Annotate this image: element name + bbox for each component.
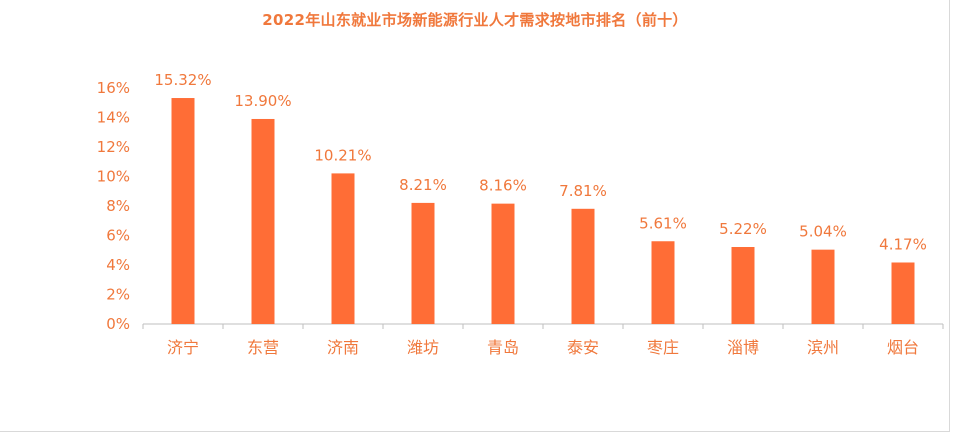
data-label: 4.17% <box>879 235 927 253</box>
y-tick-label: 10% <box>97 168 130 186</box>
data-label: 5.22% <box>719 220 767 238</box>
data-label: 7.81% <box>559 182 607 200</box>
category-label: 东营 <box>247 338 279 357</box>
data-label: 13.90% <box>234 92 291 110</box>
category-label: 济宁 <box>167 338 199 357</box>
bar-10 <box>891 262 915 324</box>
category-label: 淄博 <box>727 338 759 357</box>
category-label: 潍坊 <box>407 338 439 357</box>
bar-7 <box>651 241 675 324</box>
bar-4 <box>411 202 435 324</box>
y-tick-label: 6% <box>106 227 130 245</box>
category-label: 枣庄 <box>647 338 679 357</box>
category-label: 烟台 <box>887 338 919 357</box>
y-tick-label: 0% <box>106 315 130 333</box>
bar-3 <box>331 173 355 324</box>
y-tick-label: 2% <box>106 286 130 304</box>
data-label: 15.32% <box>154 71 211 89</box>
category-label: 泰安 <box>567 338 599 357</box>
y-tick-label: 12% <box>97 138 130 156</box>
bar-6 <box>571 208 595 324</box>
y-tick-label: 4% <box>106 256 130 274</box>
bar-5 <box>491 203 515 324</box>
bar-1 <box>171 98 195 324</box>
bar-9 <box>811 249 835 324</box>
y-tick-label: 16% <box>97 79 130 97</box>
category-label: 滨州 <box>807 338 839 357</box>
y-tick-label: 14% <box>97 109 130 127</box>
data-label: 8.16% <box>479 177 527 195</box>
data-label: 5.61% <box>639 214 687 232</box>
chart-title: 2022年山东就业市场新能源行业人才需求按地市排名（前十） <box>262 11 688 29</box>
data-label: 10.21% <box>314 146 371 164</box>
category-label: 济南 <box>327 338 359 357</box>
bar-8 <box>731 247 755 324</box>
category-label: 青岛 <box>487 338 519 357</box>
y-tick-label: 8% <box>106 197 130 215</box>
bar-2 <box>251 118 275 324</box>
data-label: 5.04% <box>799 223 847 241</box>
data-label: 8.21% <box>399 176 447 194</box>
